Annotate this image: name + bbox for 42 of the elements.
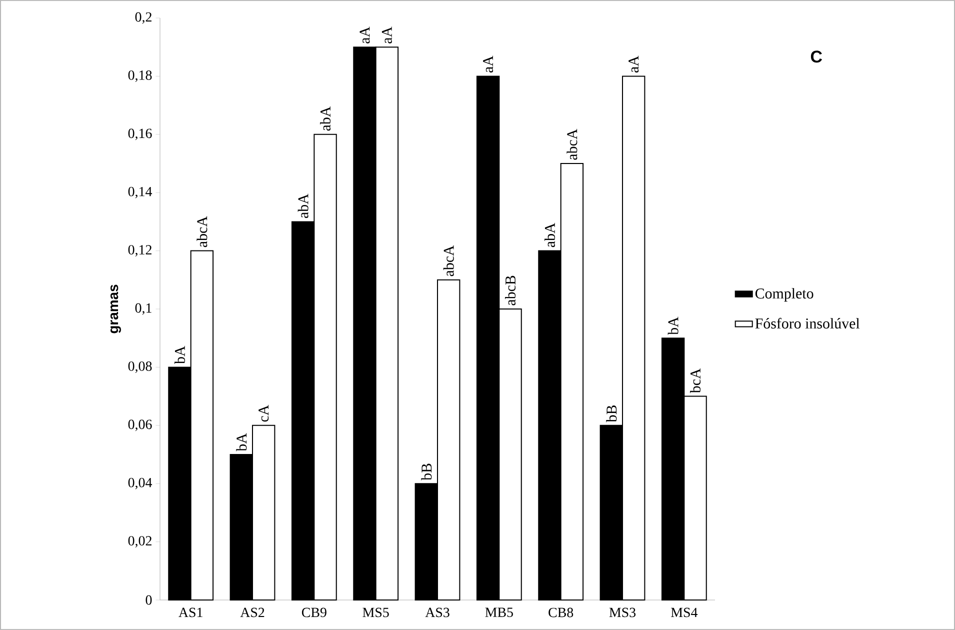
y-axis-title: gramas — [110, 284, 121, 334]
y-tick-label: 0,04 — [128, 478, 152, 490]
x-tick-label: MS5 — [362, 608, 389, 618]
annotation: aA — [382, 26, 392, 44]
x-tick-label: AS1 — [178, 608, 202, 618]
x-tick-label: AS3 — [425, 608, 450, 618]
annotation: aA — [628, 56, 639, 72]
x-tick-label: CB8 — [548, 608, 574, 618]
annotation: bA — [174, 346, 185, 364]
x-tick-label: MS3 — [609, 608, 636, 618]
annotation: aA — [483, 56, 494, 72]
annotation: bB — [606, 405, 617, 422]
annotation: bB — [421, 464, 432, 480]
y-tick-label: 0 — [146, 595, 152, 605]
annotation: abcA — [196, 216, 208, 248]
annotation: aA — [360, 26, 370, 44]
y-tick-label: 0,08 — [128, 361, 152, 373]
annotation: abA — [298, 194, 308, 218]
x-tick-label: MB5 — [485, 608, 513, 618]
y-tick-label: 0,18 — [128, 70, 152, 82]
y-tick-label: 0,1 — [135, 303, 152, 315]
legend-label: Completo — [755, 288, 814, 302]
annotation: abA — [544, 222, 555, 248]
y-tick-label: 0,02 — [128, 536, 152, 548]
annotation: bcA — [690, 368, 701, 394]
y-tick-label: 0,14 — [128, 186, 152, 198]
y-tick-label: 0,06 — [128, 420, 152, 432]
annotation: abcA — [566, 128, 578, 160]
y-tick-label: 0,2 — [135, 12, 152, 24]
annotation: abcB — [505, 276, 516, 306]
y-tick-label: 0,16 — [128, 128, 152, 140]
annotation: bA — [236, 433, 247, 452]
annotation: cA — [258, 404, 269, 422]
annotation: abcA — [443, 245, 454, 276]
y-tick-label: 0,12 — [128, 245, 152, 257]
legend-label: Fósforo insolúvel — [755, 318, 860, 329]
text: C — [810, 50, 822, 63]
x-tick-label: MS4 — [671, 608, 698, 618]
annotation: abA — [320, 106, 331, 131]
annotation: bA — [668, 316, 678, 335]
x-tick-label: AS2 — [240, 608, 264, 618]
x-tick-label: CB9 — [302, 608, 326, 618]
